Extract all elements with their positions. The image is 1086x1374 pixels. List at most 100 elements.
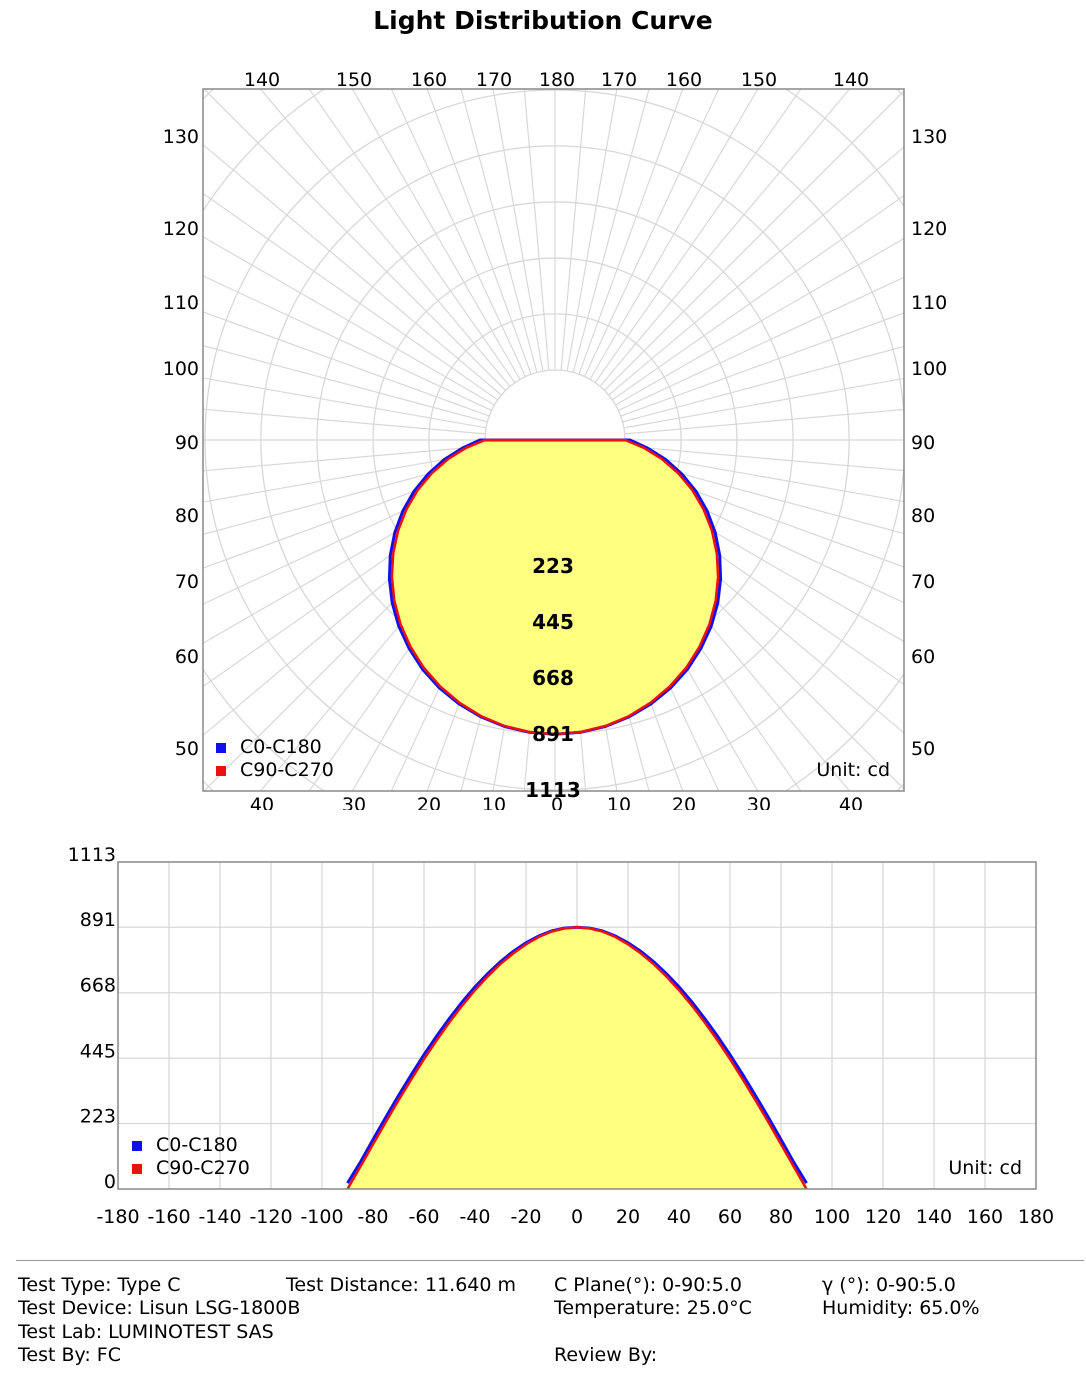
line-x-tick-label: -180 [96, 1206, 139, 1228]
polar-unit-label: Unit: cd [816, 759, 890, 781]
polar-top-tick-label: 150 [336, 69, 372, 91]
polar-right-tick-label: 90 [911, 432, 935, 454]
test-lab: Test Lab: LUMINOTEST SAS [18, 1321, 274, 1343]
polar-right-tick-label: 50 [911, 738, 935, 760]
polar-left-tick-label: 130 [163, 126, 199, 148]
line-x-tick-label: -120 [249, 1206, 292, 1228]
polar-grid-spoke [608, 146, 904, 396]
polar-legend-label: C0-C180 [240, 736, 322, 758]
polar-grid-spoke [566, 89, 618, 372]
polar-bottom-tick-label: 0 [551, 794, 563, 810]
polar-legend-swatch-c0 [216, 743, 226, 753]
line-unit-label: Unit: cd [948, 1157, 1022, 1179]
line-x-tick-label: 40 [667, 1206, 691, 1228]
line-x-tick-label: 20 [616, 1206, 640, 1228]
polar-grid-spoke [622, 457, 904, 535]
line-series-c90-c270 [346, 925, 808, 1190]
line-y-tick-label: 668 [80, 975, 116, 997]
polar-left-tick-label: 70 [175, 571, 199, 593]
polar-radial-label: 891 [532, 722, 574, 746]
polar-grid-spoke [203, 457, 488, 535]
polar-top-tick-label: 140 [833, 69, 869, 91]
polar-grid-spoke [203, 143, 502, 396]
line-plot-border [117, 861, 1037, 1190]
polar-grid-spoke [624, 408, 904, 435]
polar-grid-spoke [203, 311, 490, 417]
polar-grid-spoke [611, 194, 904, 401]
polar-grid-spoke [203, 451, 487, 503]
polar-grid-spoke [620, 463, 904, 568]
line-y-tick-label: 223 [80, 1105, 116, 1127]
polar-grid-spoke [523, 89, 550, 371]
line-x-tick-label: -160 [147, 1206, 190, 1228]
line-fill-area [347, 927, 807, 1189]
polar-grid-spoke [390, 89, 526, 377]
polar-grid-spoke [618, 469, 904, 604]
c-plane: C Plane(°): 0-90:5.0 [554, 1274, 742, 1296]
line-y-tick-label: 1113 [68, 844, 116, 866]
line-x-tick-label: -140 [198, 1206, 241, 1228]
polar-grid-spoke [623, 377, 904, 429]
line-x-tick-label: 100 [814, 1206, 850, 1228]
polar-right-tick-label: 110 [911, 292, 947, 314]
chart-title: Light Distribution Curve [373, 6, 713, 35]
polar-grid-spoke [594, 89, 802, 384]
cartesian-chart: -180 -160 -140 -120 -100 -80 -60 -40 -20 0 20 40 60 8… [68, 844, 1054, 1228]
line-x-tick-label: 120 [865, 1206, 901, 1228]
polar-right-tick-label: 60 [911, 646, 935, 668]
gamma: γ (°): 0-90:5.0 [822, 1274, 956, 1296]
polar-grid-spoke [578, 89, 684, 375]
polar-grid-spoke [203, 479, 499, 688]
polar-grid-spoke [615, 237, 904, 406]
polar-grid-spoke [623, 451, 904, 503]
polar-chart: 223 445 668 891 1113 140 150 160 170 180 170 160 150… [163, 69, 948, 810]
polar-grid-spoke [618, 276, 904, 411]
polar-left-tick-label: 120 [163, 218, 199, 240]
line-x-tick-label: 80 [769, 1206, 793, 1228]
polar-grid-spoke [259, 89, 511, 387]
polar-legend-label: C90-C270 [240, 759, 334, 781]
line-legend-label: C0-C180 [156, 1134, 238, 1156]
polar-radial-label: 445 [532, 610, 574, 634]
temperature: Temperature: 25.0°C [554, 1297, 752, 1319]
line-legend-swatch-c0 [132, 1141, 142, 1151]
line-y-tick-label: 445 [80, 1040, 116, 1062]
polar-bottom-tick-label: 20 [672, 794, 696, 810]
polar-right-tick-label: 130 [911, 126, 947, 148]
line-x-tick-label: -80 [357, 1206, 388, 1228]
polar-left-tick-label: 100 [163, 358, 199, 380]
polar-grid-spoke [615, 474, 904, 643]
polar-grid-spoke [203, 192, 499, 401]
polar-right-tick-label: 70 [911, 571, 935, 593]
line-legend-label: C90-C270 [156, 1157, 250, 1179]
polar-grid-spoke [622, 345, 904, 423]
polar-right-tick-label: 120 [911, 218, 947, 240]
polar-plot-border [202, 88, 905, 792]
polar-left-tick-label: 90 [175, 432, 199, 454]
line-x-tick-label: 160 [967, 1206, 1003, 1228]
polar-fill-area [389, 440, 721, 735]
polar-grid-spoke [308, 89, 516, 384]
polar-grid-spoke [351, 89, 521, 380]
test-by: Test By: FC [18, 1344, 121, 1366]
polar-grid-spoke [426, 89, 532, 375]
line-x-tick-label: -60 [408, 1206, 439, 1228]
polar-grid-spoke [203, 275, 492, 411]
polar-top-tick-label: 180 [539, 69, 575, 91]
polar-grid-spoke [572, 89, 650, 373]
polar-top-tick-label: 150 [741, 69, 777, 91]
test-type: Test Type: Type C [18, 1274, 181, 1296]
polar-grid-spoke [620, 312, 904, 417]
polar-bottom-tick-label: 40 [250, 794, 274, 810]
polar-top-tick-label: 170 [601, 69, 637, 91]
test-distance: Test Distance: 11.640 m [286, 1274, 517, 1296]
polar-grid-spoke [604, 90, 904, 391]
polar-right-tick-label: 100 [911, 358, 947, 380]
polar-top-tick-label: 140 [244, 69, 280, 91]
line-legend-swatch-c90 [132, 1164, 142, 1174]
line-x-tick-label: 180 [1018, 1206, 1054, 1228]
polar-grid-spoke [203, 463, 490, 569]
polar-grid-spoke [203, 469, 492, 605]
line-x-tick-label: 60 [718, 1206, 742, 1228]
polar-top-tick-label: 170 [476, 69, 512, 91]
